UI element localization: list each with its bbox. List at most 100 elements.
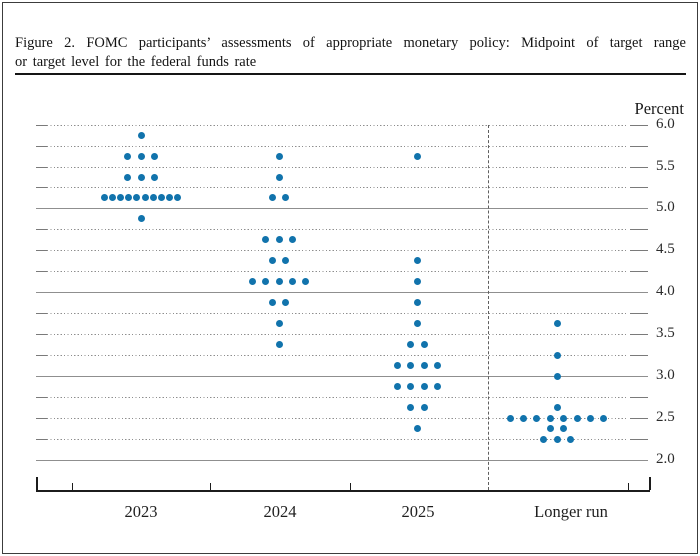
figure-title-line1: Figure 2. FOMC participants’ assessments…: [15, 35, 686, 51]
policy-rate-dot: [275, 173, 283, 181]
y-tick-label-3.5: 3.5: [656, 325, 675, 342]
policy-rate-dot: [434, 362, 442, 370]
policy-rate-dot: [275, 236, 283, 244]
x-axis-label-2024: 2024: [263, 502, 297, 521]
policy-rate-dot: [275, 278, 283, 286]
gridline-2.50: [47, 418, 627, 420]
policy-rate-dot: [100, 194, 108, 202]
figure-title-line2: or target level for the federal funds ra…: [15, 54, 257, 70]
policy-rate-dot: [282, 257, 290, 265]
title-divider-rule: [15, 73, 686, 75]
gridline-4.50: [47, 250, 627, 252]
gridline-left-tick: [36, 166, 47, 168]
policy-rate-dot: [553, 435, 561, 443]
policy-rate-dot: [117, 194, 124, 202]
policy-rate-dot: [275, 320, 283, 328]
gridline-6.00: [47, 124, 627, 126]
policy-rate-dot: [268, 194, 276, 202]
policy-rate-dot: [520, 414, 527, 422]
policy-rate-dot: [600, 414, 608, 422]
policy-rate-dot: [150, 173, 158, 181]
policy-rate-dot: [420, 383, 428, 391]
gridline-left-tick: [36, 439, 47, 441]
gridline-3.00: [36, 376, 648, 378]
gridline-5.50: [47, 166, 627, 168]
policy-rate-dot: [268, 257, 276, 265]
y-tick-label-4.0: 4.0: [656, 283, 675, 300]
gridline-right-tick: [630, 397, 648, 399]
x-axis-label-2023: 2023: [124, 502, 158, 521]
gridline-5.00: [36, 208, 648, 210]
policy-rate-dot: [553, 320, 561, 328]
x-axis-section-tick: [72, 483, 74, 490]
gridline-5.75: [47, 145, 627, 147]
y-tick-label-2.5: 2.5: [656, 409, 675, 426]
policy-rate-dot: [137, 152, 145, 160]
policy-rate-dot: [158, 194, 165, 202]
gridline-4.00: [36, 292, 648, 294]
policy-rate-dot: [420, 404, 428, 412]
gridline-left-tick: [36, 355, 47, 357]
x-axis-label-2025: 2025: [401, 502, 435, 521]
policy-rate-dot: [125, 194, 133, 202]
gridline-right-tick: [630, 187, 648, 189]
gridline-right-tick: [630, 418, 648, 420]
policy-rate-dot: [587, 414, 594, 422]
policy-rate-dot: [414, 425, 421, 433]
y-tick-label-5.0: 5.0: [656, 199, 675, 216]
y-tick-label-3.0: 3.0: [656, 367, 675, 384]
x-axis-section-tick: [350, 483, 352, 490]
policy-rate-dot: [407, 404, 415, 412]
longer-run-separator: [487, 124, 489, 490]
policy-rate-dot: [275, 341, 283, 349]
gridline-right-tick: [630, 334, 648, 336]
gridline-right-tick: [630, 313, 648, 315]
gridline-4.25: [47, 271, 627, 273]
policy-rate-dot: [546, 414, 554, 422]
policy-rate-dot: [248, 278, 256, 286]
gridline-3.75: [47, 313, 627, 315]
policy-rate-dot: [288, 278, 296, 286]
policy-rate-dot: [275, 152, 283, 160]
gridline-left-tick: [36, 145, 47, 147]
x-axis-end-tick-right: [649, 477, 651, 490]
policy-rate-dot: [137, 173, 145, 181]
policy-rate-dot: [414, 320, 421, 328]
policy-rate-dot: [407, 383, 415, 391]
policy-rate-dot: [288, 236, 296, 244]
policy-rate-dot: [407, 341, 415, 349]
policy-rate-dot: [393, 383, 401, 391]
policy-rate-dot: [108, 194, 116, 202]
y-axis-unit-label: Percent: [634, 99, 684, 118]
policy-rate-dot: [407, 362, 415, 370]
policy-rate-dot: [566, 435, 574, 443]
policy-rate-dot: [560, 425, 568, 433]
y-tick-label-2.0: 2.0: [656, 451, 675, 467]
policy-rate-dot: [553, 351, 561, 359]
gridline-left-tick: [36, 250, 47, 252]
gridline-left-tick: [36, 313, 47, 315]
gridline-right-tick: [630, 355, 648, 357]
figure-title: Figure 2. FOMC participants’ assessments…: [15, 34, 686, 72]
gridline-right-tick: [630, 250, 648, 252]
policy-rate-dot: [420, 341, 428, 349]
gridline-2.75: [47, 397, 627, 399]
policy-rate-dot: [553, 372, 561, 380]
policy-rate-dot: [434, 383, 442, 391]
gridline-left-tick: [36, 271, 47, 273]
gridline-2.00: [36, 460, 648, 461]
policy-rate-dot: [174, 194, 182, 202]
gridline-left-tick: [36, 187, 47, 189]
policy-rate-dot: [141, 194, 149, 202]
gridline-left-tick: [36, 229, 47, 231]
gridline-3.25: [47, 355, 627, 357]
policy-rate-dot: [546, 425, 554, 433]
x-axis-section-tick: [628, 483, 630, 490]
gridline-left-tick: [36, 418, 47, 420]
policy-rate-dot: [262, 278, 270, 286]
gridline-right-tick: [630, 145, 648, 147]
policy-rate-dot: [533, 414, 541, 422]
policy-rate-dot: [414, 299, 421, 307]
gridline-2.25: [47, 439, 627, 441]
